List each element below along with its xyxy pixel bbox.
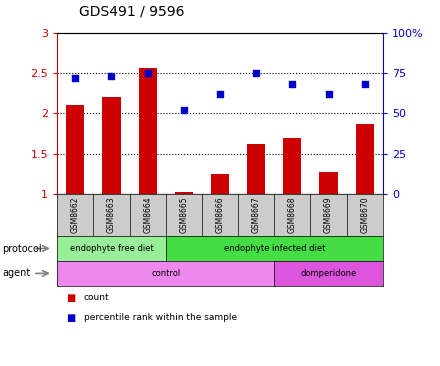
Text: agent: agent — [2, 268, 30, 279]
Text: ■: ■ — [66, 313, 75, 323]
Point — [289, 82, 296, 87]
Point — [216, 91, 224, 97]
Text: control: control — [151, 269, 180, 278]
Text: GSM8669: GSM8669 — [324, 197, 333, 234]
Text: percentile rank within the sample: percentile rank within the sample — [84, 313, 237, 322]
Text: GDS491 / 9596: GDS491 / 9596 — [79, 4, 185, 18]
Bar — [211, 174, 229, 194]
Text: GSM8670: GSM8670 — [360, 197, 369, 234]
Point — [108, 74, 115, 79]
Text: domperidone: domperidone — [301, 269, 357, 278]
Point — [144, 70, 151, 76]
Text: GSM8664: GSM8664 — [143, 197, 152, 234]
Bar — [247, 144, 265, 194]
Point — [361, 82, 368, 87]
Text: endophyte infected diet: endophyte infected diet — [224, 244, 325, 253]
Text: endophyte free diet: endophyte free diet — [70, 244, 154, 253]
Bar — [319, 172, 337, 194]
Point — [253, 70, 260, 76]
Point — [72, 75, 79, 81]
Bar — [139, 68, 157, 194]
Text: GSM8667: GSM8667 — [252, 197, 260, 234]
Text: GSM8662: GSM8662 — [71, 197, 80, 233]
Text: GSM8665: GSM8665 — [180, 197, 188, 234]
Text: GSM8666: GSM8666 — [216, 197, 224, 234]
Bar — [103, 97, 121, 194]
Bar — [356, 124, 374, 194]
Bar — [66, 105, 84, 194]
Text: protocol: protocol — [2, 243, 42, 254]
Text: GSM8663: GSM8663 — [107, 197, 116, 234]
Point — [180, 107, 187, 113]
Text: ■: ■ — [66, 293, 75, 303]
Point — [325, 91, 332, 97]
Bar — [283, 138, 301, 194]
Bar — [175, 193, 193, 194]
Text: GSM8668: GSM8668 — [288, 197, 297, 233]
Text: count: count — [84, 293, 109, 302]
